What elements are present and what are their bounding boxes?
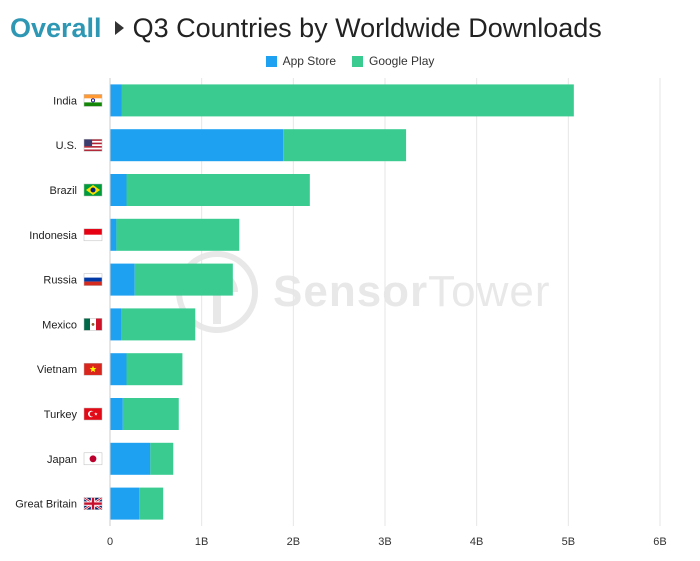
bar-segment-google-play [150, 442, 174, 475]
legend-item-google-play[interactable]: Google Play [352, 54, 434, 68]
bar-segment-google-play [139, 487, 164, 520]
category-label: Great Britain [15, 499, 77, 511]
bar-segment-google-play [283, 129, 407, 162]
bar-segment-app-store [110, 84, 122, 117]
legend-item-app-store[interactable]: App Store [265, 54, 336, 68]
bar-segment-google-play [116, 218, 240, 251]
flag-indonesia-icon [83, 228, 103, 242]
bar-segment-app-store [110, 442, 151, 475]
chart-title: Overall Q3 Countries by Worldwide Downlo… [10, 8, 602, 48]
x-tick-label: 6B [653, 536, 666, 548]
bar-segment-google-play [122, 398, 179, 430]
flag-japan-icon [83, 452, 103, 466]
bar-segment-app-store [110, 398, 123, 430]
x-tick-label: 5B [562, 536, 575, 548]
category-label: Vietnam [37, 364, 77, 376]
category-label: Russia [43, 275, 78, 287]
category-label: Japan [47, 454, 77, 466]
bar-segment-app-store [110, 218, 117, 251]
breadcrumb-overall[interactable]: Overall [10, 12, 102, 43]
legend-label-google-play: Google Play [369, 54, 435, 68]
bar-segment-google-play [126, 174, 310, 206]
category-label: U.S. [56, 140, 77, 152]
flag-brazil-icon [83, 183, 103, 197]
page-title: Q3 Countries by Worldwide Downloads [132, 12, 602, 43]
bar-segment-app-store [110, 174, 127, 206]
flag-us-icon [83, 138, 103, 152]
legend-swatch-app-store [265, 55, 277, 67]
bar-segment-app-store [110, 263, 135, 296]
x-tick-label: 2B [287, 536, 300, 548]
legend-label-app-store: App Store [282, 54, 336, 68]
flag-vietnam-icon [83, 362, 103, 376]
category-label: India [53, 95, 78, 107]
bar-segment-google-play [121, 84, 574, 117]
category-label: Mexico [42, 319, 77, 331]
category-label: Indonesia [29, 230, 78, 242]
bar-segment-app-store [110, 353, 127, 386]
bar-segment-google-play [121, 308, 196, 341]
legend-swatch-google-play [352, 55, 363, 67]
bar-segment-google-play [126, 353, 183, 386]
category-label: Turkey [44, 409, 78, 421]
bar-segment-app-store [110, 308, 121, 341]
flag-great-britain-icon [83, 496, 103, 511]
x-tick-label: 3B [378, 536, 391, 548]
bar-segment-google-play [134, 263, 233, 296]
breadcrumb-arrow-icon [114, 21, 124, 35]
flag-turkey-icon [83, 407, 103, 421]
category-label: Brazil [49, 185, 77, 197]
x-tick-label: 0 [107, 536, 113, 548]
bar-segment-app-store [110, 129, 284, 162]
x-tick-label: 1B [195, 536, 208, 548]
bar-segment-app-store [110, 487, 140, 520]
legend: App Store Google Play [0, 54, 700, 68]
x-tick-label: 4B [470, 536, 483, 548]
flag-mexico-icon [83, 318, 103, 331]
flag-india-icon [83, 94, 103, 107]
flag-russia-icon [83, 273, 103, 286]
